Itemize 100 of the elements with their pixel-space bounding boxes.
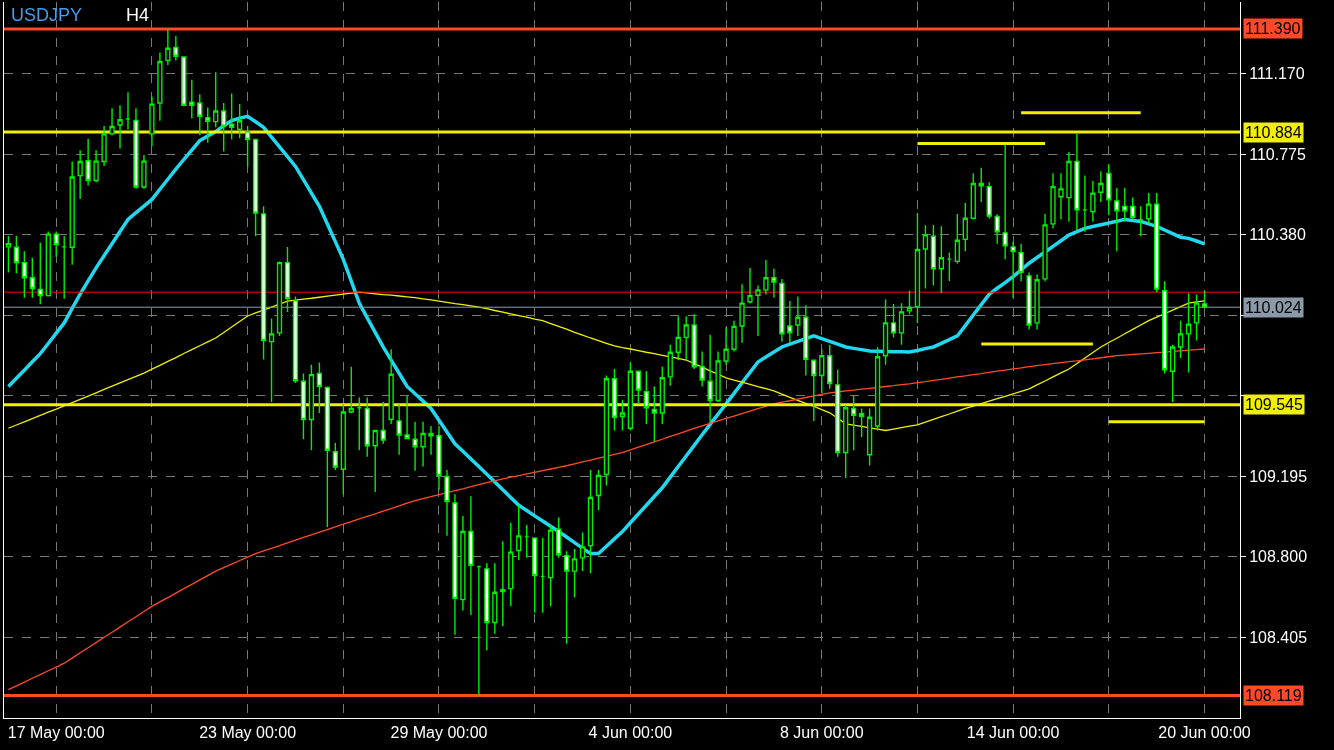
candlestick [587,469,594,575]
candlestick [532,536,538,614]
candlestick [181,55,187,108]
candlestick [723,326,729,366]
candlestick [45,230,51,298]
candlestick [508,522,514,608]
candlestick [795,295,801,337]
chart-subtitle: H4 [126,5,150,25]
candlestick [890,303,897,339]
candlestick [763,259,769,296]
candlestick [380,401,386,445]
candlestick [85,138,91,187]
candlestick [1201,290,1208,309]
candlestick [803,304,809,377]
ref-line-label: 111.390 [1245,20,1301,37]
y-tick-label: 109.195 [1249,467,1308,485]
candlestick [1161,280,1168,375]
x-tick-label: 20 Jun 00:00 [1158,724,1251,742]
candlestick [571,548,578,599]
candlestick [851,394,857,451]
candlestick [165,28,171,66]
candlestick [364,396,370,458]
y-tick-label: 108.405 [1249,628,1308,646]
candlestick [771,268,777,299]
candlestick [476,564,482,697]
candlestick [308,363,315,451]
candlestick [1074,133,1080,232]
candlestick [109,107,115,136]
candlestick [436,425,442,491]
candlestick [69,160,75,266]
candlestick [1090,180,1096,223]
candlestick [1177,319,1184,359]
candlestick [125,91,131,131]
candlestick [691,313,697,370]
candlestick [898,302,905,346]
candlestick [747,267,753,304]
candlestick [516,504,522,561]
candlestick [1098,170,1104,203]
candlestick [260,205,267,361]
candlestick [563,550,570,645]
candlestick [1106,163,1112,216]
candlestick [13,235,20,274]
chart-title: USDJPY [11,5,83,25]
candlestick [221,102,227,153]
candlestick [866,407,873,467]
candlestick [1114,187,1120,252]
x-tick-label: 29 May 00:00 [390,724,488,742]
candlestick [675,315,681,361]
candlestick [5,235,12,274]
candlestick [1002,144,1008,260]
candlestick [149,95,155,147]
line-series [6,114,1207,556]
candlestick [117,104,123,150]
candlestick [914,212,921,324]
candlestick [61,235,67,300]
candlestick [635,369,641,405]
candlestick [811,358,817,422]
candlestick [1130,196,1136,221]
x-tick-label: 14 Jun 00:00 [966,724,1060,742]
candlestick [874,346,881,432]
candlestick [268,317,275,403]
candlestick [324,385,331,528]
candlestick [141,154,147,190]
candlestick [683,315,689,361]
candlestick [922,224,929,290]
candlestick [699,350,705,388]
candlestick [468,495,474,616]
candlestick [858,407,865,438]
candlestick [524,524,530,559]
candlestick [213,71,219,129]
candlestick [619,399,626,432]
y-tick-label: 110.380 [1249,226,1306,244]
candlestick [500,540,506,627]
ref-line-label: 110.884 [1245,124,1302,141]
candlestick [388,348,394,425]
candlestick [579,531,586,572]
candlestick [300,372,307,440]
candlestick [1185,292,1192,374]
candlestick [236,103,243,140]
candlestick [827,344,833,390]
candlestick [77,149,83,200]
line-series [7,348,1206,691]
candlestick [787,300,793,344]
candlestick [53,230,59,258]
candlestick [252,138,259,238]
x-tick-label: 17 May 00:00 [7,724,105,742]
candlestick [1058,172,1064,221]
candlestick [994,213,1000,245]
candlestick [627,361,634,432]
candlestick [1066,151,1072,223]
candlestick [29,257,35,299]
candlestick [1146,192,1152,224]
candlestick [962,202,968,252]
candlestick [428,425,434,456]
candlestick [276,260,283,337]
candlestick [1042,213,1048,282]
y-tick-label: 111.170 [1249,65,1305,83]
candlestick [930,224,937,287]
candlestick [21,250,27,299]
candlestick [1082,174,1088,233]
